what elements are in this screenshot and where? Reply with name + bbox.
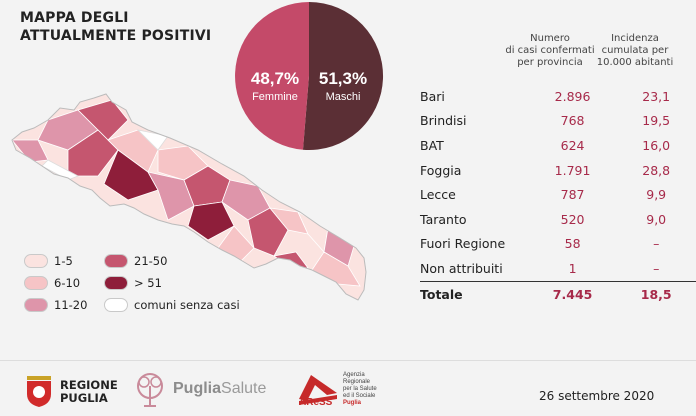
incidence-cell: –: [653, 260, 660, 276]
header-incidence-line: 10.000 abitanti: [596, 57, 674, 68]
province-name: Brindisi: [420, 113, 467, 129]
cases-cell: 787: [560, 187, 585, 203]
female-label: Femmine: [252, 91, 298, 103]
puglia-salute-text: PugliaSalute: [173, 380, 266, 398]
cases-cell: 7.445: [528, 280, 617, 308]
cases-cell: 1.791: [554, 162, 591, 178]
province-name: BAT: [420, 137, 444, 153]
map-legend: 1-5 6-10 11-20 21-50 > 51 comuni senza c…: [24, 254, 254, 314]
aress-logo: AReSS: [297, 371, 339, 415]
female-slice: [235, 2, 309, 150]
province-name: Taranto: [420, 211, 467, 227]
province-name: Foggia: [420, 162, 462, 178]
header-incidence: Incidenza cumulata per 10.000 abitanti: [590, 33, 680, 69]
incidence-cell: 18,5: [616, 280, 696, 308]
aress-desc-line: per la Salute: [343, 386, 377, 392]
aress-desc-line: Puglia: [343, 400, 362, 406]
puglia-word: Puglia: [173, 380, 222, 397]
tree-icon: [137, 373, 163, 407]
aress-desc-line: Regionale: [343, 379, 371, 385]
table-row: Brindisi 768 19,5: [420, 109, 696, 134]
puglia-map: [11, 93, 367, 301]
table-row: Taranto 520 9,0: [420, 207, 696, 232]
cases-cell: 624: [560, 137, 585, 153]
cases-cell: 1: [568, 260, 577, 276]
regione-puglia-text: REGIONE PUGLIA: [60, 379, 118, 405]
aress-text: AReSS: [299, 397, 333, 408]
aress-desc-line: Agenzia: [343, 372, 365, 378]
legend-item: 6-10: [24, 276, 80, 290]
province-name: Totale: [420, 280, 529, 308]
male-label: Maschi: [326, 91, 361, 103]
province-name: Non attribuiti: [420, 260, 503, 276]
province-name: Bari: [420, 88, 445, 104]
header-cases-line: di casi confermati: [505, 45, 595, 56]
legend-label: 21-50: [134, 254, 168, 268]
legend-item: 11-20: [24, 298, 87, 312]
table-row: Bari 2.896 23,1: [420, 84, 696, 109]
legend-swatch: [104, 254, 128, 268]
aress-desc-line: ed il Sociale: [343, 393, 376, 399]
cases-cell: 520: [560, 211, 585, 227]
report-date: 26 settembre 2020: [539, 389, 655, 403]
province-name: Fuori Regione: [420, 236, 506, 252]
table-row: Foggia 1.791 28,8: [420, 158, 696, 183]
incidence-cell: 19,5: [642, 113, 671, 129]
header-cases-line: Numero: [530, 33, 570, 44]
legend-swatch: [104, 298, 128, 312]
incidence-cell: 28,8: [642, 162, 671, 178]
incidence-cell: 16,0: [642, 137, 671, 153]
footer-divider: [0, 360, 696, 361]
header-cases: Numero di casi confermati per provincia: [500, 33, 600, 69]
cases-cell: 768: [560, 113, 585, 129]
female-percentage: 48,7%: [251, 69, 299, 88]
table-row: BAT 624 16,0: [420, 133, 696, 158]
table-row: Fuori Regione 58 –: [420, 232, 696, 257]
legend-item: 21-50: [104, 254, 167, 268]
legend-label: 1-5: [54, 254, 73, 268]
legend-swatch: [24, 298, 48, 312]
legend-item: comuni senza casi: [104, 298, 240, 312]
title-line-1: MAPPA DEGLI: [20, 10, 129, 26]
province-table: Bari 2.896 23,1 Brindisi 768 19,5 BAT 624 16,0 Fo…: [420, 84, 696, 308]
cases-cell: 2.896: [554, 88, 591, 104]
table-total-row: Totale 7.445 18,5: [420, 280, 696, 308]
legend-label: comuni senza casi: [134, 298, 240, 312]
header-cases-line: per provincia: [517, 57, 583, 68]
salute-word: Salute: [221, 380, 267, 397]
legend-label: > 51: [134, 276, 162, 290]
legend-label: 6-10: [54, 276, 81, 290]
male-slice: [302, 1, 384, 150]
puglia-salute-logo: [130, 372, 170, 412]
legend-item: 1-5: [24, 254, 73, 268]
header-incidence-line: Incidenza: [611, 33, 659, 44]
legend-swatch: [104, 276, 128, 290]
page-title: MAPPA DEGLI ATTUALMENTE POSITIVI: [20, 9, 211, 45]
legend-item: > 51: [104, 276, 162, 290]
aress-description: Agenzia Regionale per la Salute ed il So…: [343, 372, 377, 407]
incidence-cell: 9,0: [646, 211, 667, 227]
province-name: Lecce: [420, 187, 456, 203]
legend-label: 11-20: [54, 298, 88, 312]
cases-cell: 58: [564, 236, 581, 252]
table-row: Non attribuiti 1 –: [420, 256, 696, 281]
incidence-cell: –: [653, 236, 660, 252]
header-incidence-line: cumulata per: [601, 45, 669, 56]
gender-pie-chart: 48,7% Femmine 51,3% Maschi: [235, 1, 384, 150]
regione-line-1: REGIONE: [60, 378, 118, 392]
aress-mark-icon: [299, 375, 337, 405]
regione-puglia-logo: [24, 372, 54, 408]
legend-swatch: [24, 276, 48, 290]
incidence-cell: 9,9: [646, 187, 667, 203]
regione-shield-icon: [27, 376, 51, 407]
legend-swatch: [24, 254, 48, 268]
male-percentage: 51,3%: [319, 69, 367, 88]
title-line-2: ATTUALMENTE POSITIVI: [20, 28, 212, 44]
incidence-cell: 23,1: [642, 88, 671, 104]
table-row: Lecce 787 9,9: [420, 182, 696, 207]
regione-line-2: PUGLIA: [60, 391, 108, 405]
